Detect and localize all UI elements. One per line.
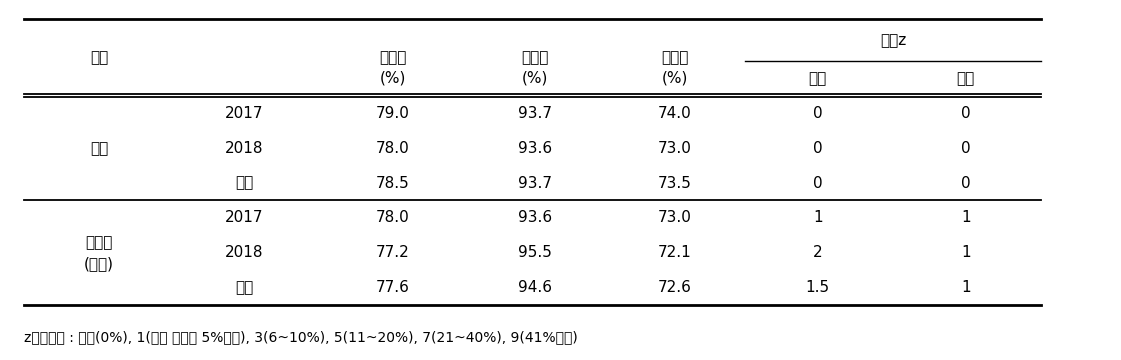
Text: 외관z: 외관z bbox=[880, 33, 906, 48]
Text: 73.0: 73.0 bbox=[658, 141, 692, 156]
Text: 0: 0 bbox=[813, 141, 823, 156]
Text: (%): (%) bbox=[380, 71, 406, 86]
Text: 95.5: 95.5 bbox=[518, 245, 553, 260]
Text: 78.0: 78.0 bbox=[376, 210, 409, 225]
Text: 도정률: 도정률 bbox=[661, 50, 688, 65]
Text: 2017: 2017 bbox=[225, 210, 263, 225]
Text: 1: 1 bbox=[813, 210, 823, 225]
Text: 72.6: 72.6 bbox=[658, 280, 692, 295]
Text: 79.0: 79.0 bbox=[376, 106, 409, 121]
Text: 94.6: 94.6 bbox=[518, 280, 553, 295]
Text: 2017: 2017 bbox=[225, 106, 263, 121]
Text: 복백: 복백 bbox=[956, 71, 975, 86]
Text: 심백: 심백 bbox=[808, 71, 827, 86]
Text: 1: 1 bbox=[961, 245, 971, 260]
Text: 평균: 평균 bbox=[235, 280, 253, 295]
Text: 제현율: 제현율 bbox=[379, 50, 407, 65]
Text: 73.5: 73.5 bbox=[658, 176, 692, 190]
Text: 평균: 평균 bbox=[235, 176, 253, 190]
Text: 73.0: 73.0 bbox=[658, 210, 692, 225]
Text: 93.6: 93.6 bbox=[518, 141, 553, 156]
Text: 2018: 2018 bbox=[225, 141, 263, 156]
Text: (%): (%) bbox=[661, 71, 688, 86]
Text: (%): (%) bbox=[522, 71, 548, 86]
Text: 93.6: 93.6 bbox=[518, 210, 553, 225]
Text: 구분: 구분 bbox=[90, 50, 109, 65]
Text: 0: 0 bbox=[813, 176, 823, 190]
Text: 78.0: 78.0 bbox=[376, 141, 409, 156]
Text: 78.5: 78.5 bbox=[376, 176, 409, 190]
Text: 0: 0 bbox=[813, 106, 823, 121]
Text: 72.1: 72.1 bbox=[658, 245, 692, 260]
Text: 77.2: 77.2 bbox=[376, 245, 409, 260]
Text: 0: 0 bbox=[961, 176, 971, 190]
Text: 0: 0 bbox=[961, 106, 971, 121]
Text: 74.0: 74.0 bbox=[658, 106, 692, 121]
Text: 1: 1 bbox=[961, 210, 971, 225]
Text: 77.6: 77.6 bbox=[376, 280, 409, 295]
Text: 신동진
(대비): 신동진 (대비) bbox=[84, 235, 114, 271]
Text: 2: 2 bbox=[813, 245, 823, 260]
Text: 93.7: 93.7 bbox=[518, 106, 553, 121]
Text: 1.5: 1.5 bbox=[806, 280, 830, 295]
Text: 93.7: 93.7 bbox=[518, 176, 553, 190]
Text: 현백률: 현백률 bbox=[521, 50, 549, 65]
Text: 1: 1 bbox=[961, 280, 971, 295]
Text: 수광: 수광 bbox=[90, 141, 109, 156]
Text: 2018: 2018 bbox=[225, 245, 263, 260]
Text: z조사기준 : 없음(0%), 1(쌀알 면적의 5%이하), 3(6~10%), 5(11~20%), 7(21~40%), 9(41%이상): z조사기준 : 없음(0%), 1(쌀알 면적의 5%이하), 3(6~10%)… bbox=[24, 330, 577, 344]
Text: 0: 0 bbox=[961, 141, 971, 156]
